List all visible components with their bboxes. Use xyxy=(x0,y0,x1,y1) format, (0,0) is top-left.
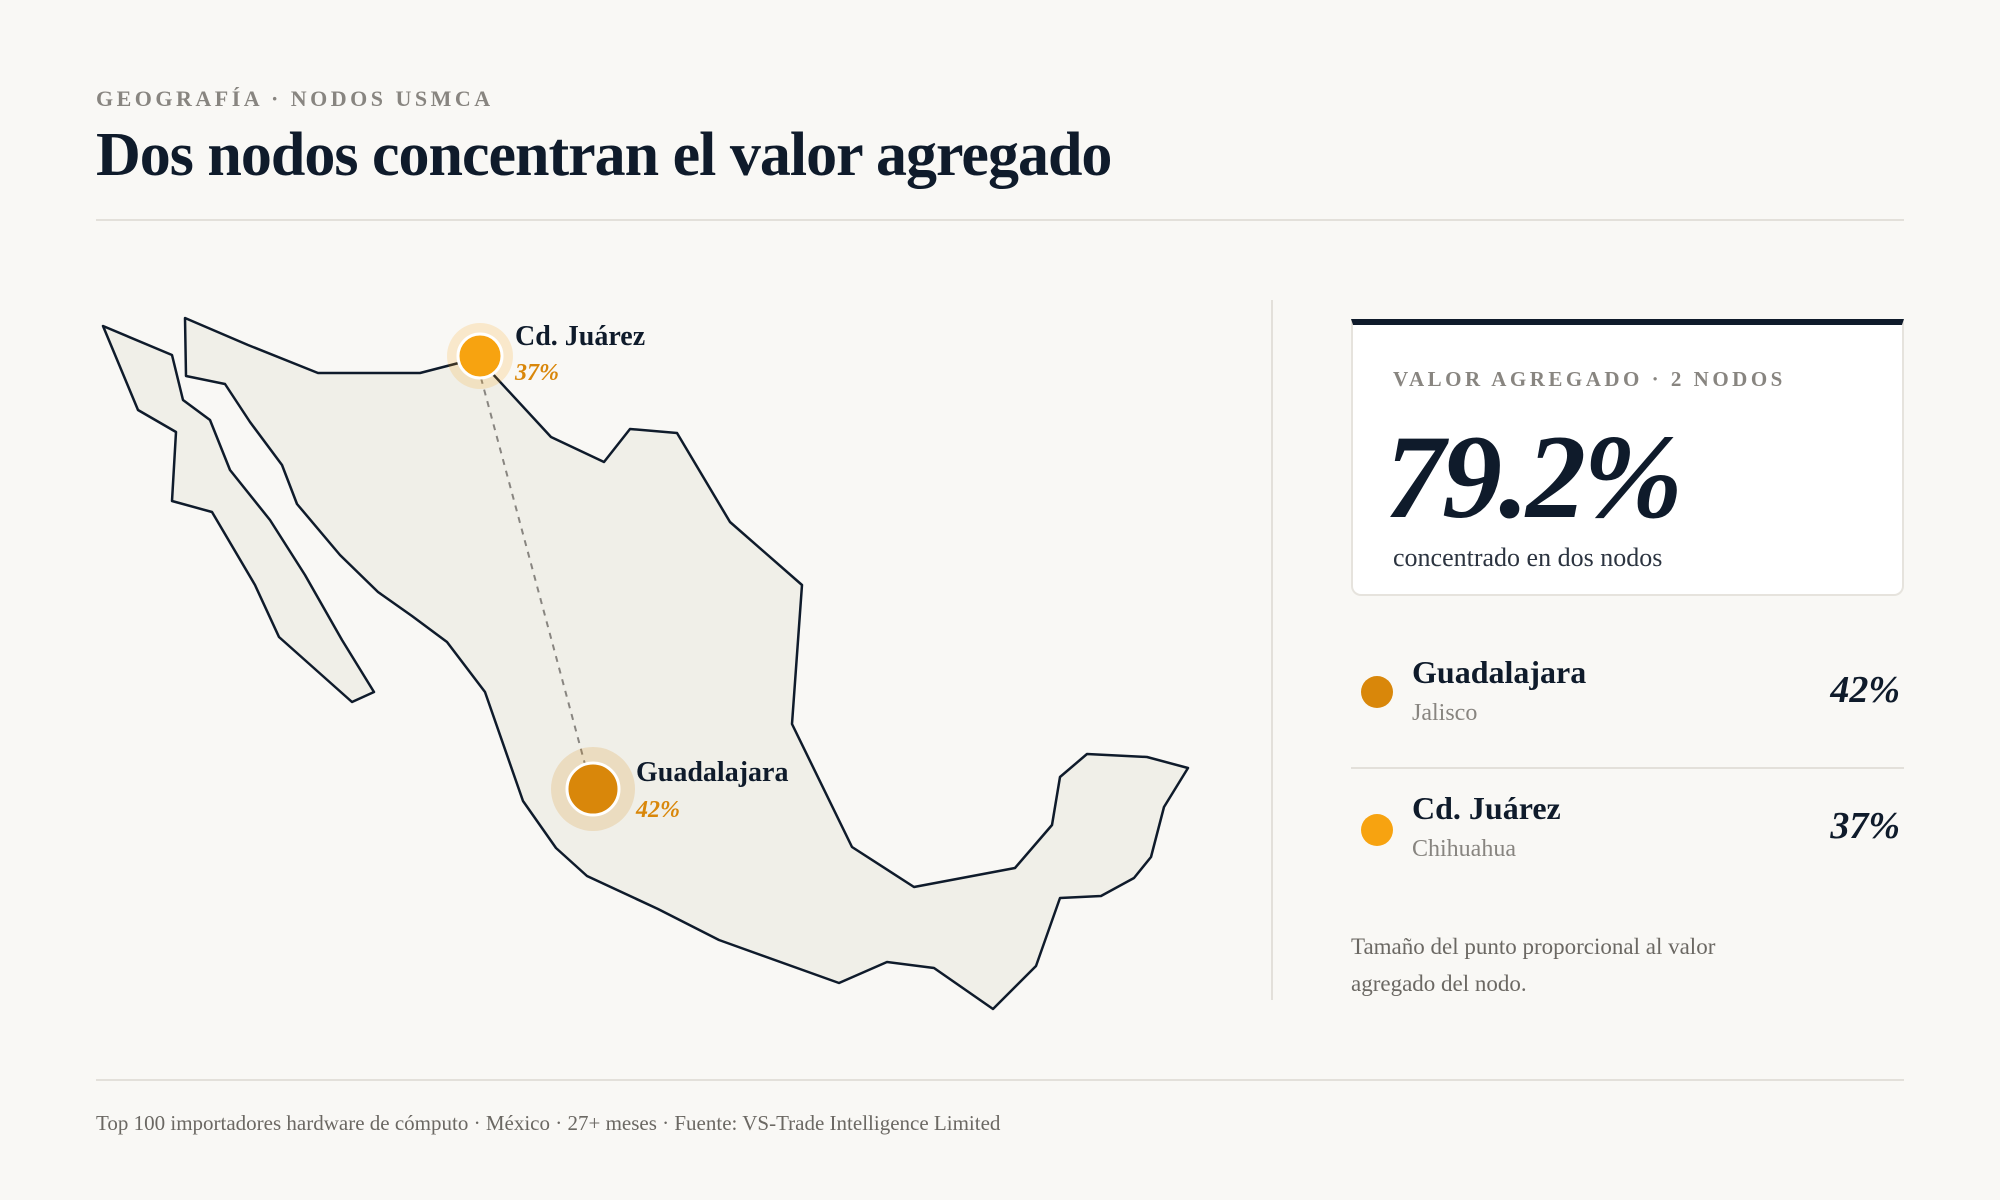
footer-divider xyxy=(96,1079,1904,1081)
source-footer: Top 100 importadores hardware de cómputo… xyxy=(96,1111,1001,1135)
map-label-cd-juarez: Cd. Juárez xyxy=(515,321,645,352)
node-connector-line xyxy=(480,377,587,769)
map-node-cd-juarez: Cd. Juárez 37% xyxy=(447,321,645,389)
map-label-guadalajara: Guadalajara xyxy=(636,757,788,788)
header-divider xyxy=(96,219,1904,221)
map-pct-cd-juarez: 37% xyxy=(514,360,559,386)
node-dot-guadalajara xyxy=(1361,676,1393,708)
node-state-jalisco: Jalisco xyxy=(1412,700,1478,726)
baja-california-shape xyxy=(101,324,376,704)
node-pct-guadalajara: 42% xyxy=(1830,669,1900,711)
map-node-guadalajara: Guadalajara 42% xyxy=(551,747,788,831)
section-kicker: GEOGRAFÍA · NODOS USMCA xyxy=(96,86,494,111)
page-title: Dos nodos concentran el valor agregado xyxy=(96,121,1112,189)
node-list-divider xyxy=(1351,767,1904,769)
size-legend-note: Tamaño del punto proporcional al valor a… xyxy=(1351,934,1716,996)
mainland-mexico-shape xyxy=(183,316,1190,1011)
node-row-guadalajara: Guadalajara Jalisco 42% xyxy=(1351,650,1904,770)
node-row-cd-juarez: Cd. Juárez Chihuahua 37% xyxy=(1351,786,1904,906)
summary-caption: concentrado en dos nodos xyxy=(1393,543,1663,572)
summary-card: VALOR AGREGADO · 2 NODOS 79.2% concentra… xyxy=(1351,319,1904,596)
node-dot-cd-juarez xyxy=(1361,814,1393,846)
node-name-cd-juarez: Cd. Juárez xyxy=(1412,790,1561,826)
node-name-guadalajara: Guadalajara xyxy=(1412,654,1587,690)
node-state-chihuahua: Chihuahua xyxy=(1412,836,1516,862)
map-pct-guadalajara: 42% xyxy=(635,797,680,823)
panel-divider xyxy=(1271,300,1273,1000)
summary-value: 79.2% xyxy=(1385,410,1683,543)
mexico-map: Cd. Juárez 37% Guadalajara 42% xyxy=(101,316,1190,1011)
node-pct-cd-juarez: 37% xyxy=(1830,805,1900,847)
summary-kicker: VALOR AGREGADO · 2 NODOS xyxy=(1393,367,1786,391)
